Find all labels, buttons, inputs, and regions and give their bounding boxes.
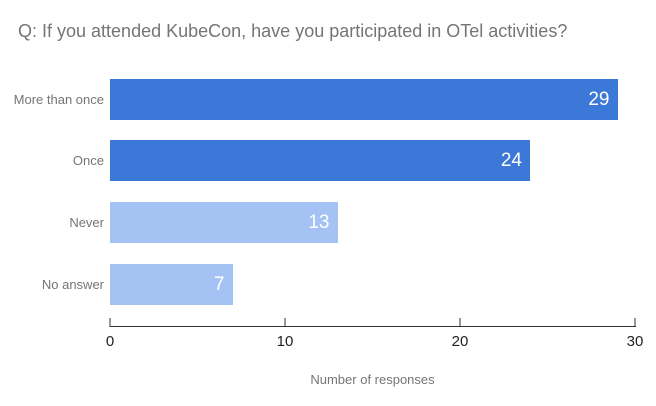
chart-title: Q: If you attended KubeCon, have you par… [18, 21, 568, 41]
bar-row: No answer 7 [0, 264, 656, 305]
value-label: 13 [308, 212, 330, 233]
bar-track: 7 [110, 264, 635, 305]
x-axis-tick-label: 10 [276, 333, 294, 350]
bar-track: 24 [110, 140, 635, 181]
bar-row: More than once 29 [0, 79, 656, 120]
x-axis-tick-label: 30 [626, 333, 644, 350]
x-axis-line [110, 326, 636, 327]
value-label: 29 [588, 89, 610, 110]
bar-no-answer: 7 [110, 264, 233, 305]
x-axis-title: Number of responses [310, 372, 435, 387]
bar-once: 24 [110, 140, 530, 181]
category-label: More than once [13, 92, 104, 107]
bar-track: 29 [110, 79, 635, 120]
value-label: 24 [500, 150, 522, 171]
category-label: No answer [41, 277, 104, 292]
x-axis-tick-label: 20 [451, 333, 469, 350]
value-label: 7 [213, 274, 225, 295]
category-label: Once [72, 153, 104, 168]
bar-row: Never 13 [0, 202, 656, 243]
bar-never: 13 [110, 202, 338, 243]
x-axis-tick-label: 0 [105, 333, 115, 350]
bar-track: 13 [110, 202, 635, 243]
bar-row: Once 24 [0, 140, 656, 181]
category-label: Never [69, 215, 104, 230]
bar-more-than-once: 29 [110, 79, 618, 120]
